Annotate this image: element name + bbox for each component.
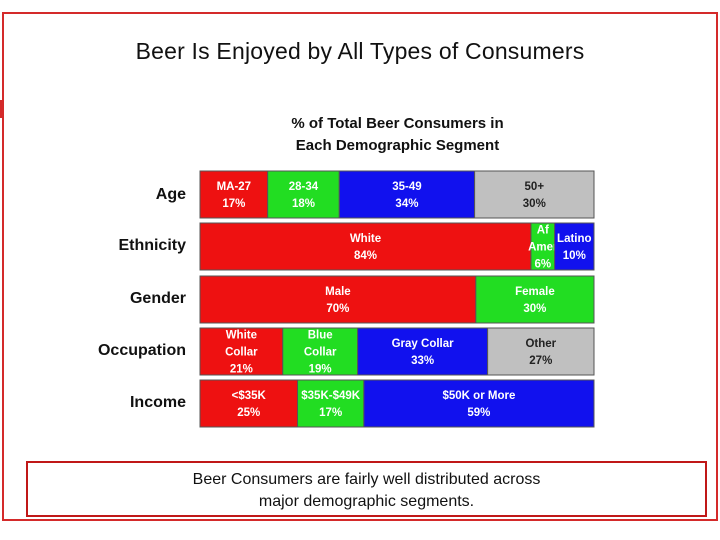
chart-title-line-2: Each Demographic Segment bbox=[295, 137, 500, 154]
row-label-gender: Gender bbox=[129, 290, 186, 307]
bar-segment-ethnicity-2 bbox=[554, 222, 595, 271]
bar-segment-income-1 bbox=[297, 379, 365, 428]
bar-segment-occupation-1 bbox=[282, 327, 359, 376]
bar-label-gender-0-1: 70% bbox=[326, 303, 349, 315]
row-label-occupation: Occupation bbox=[97, 342, 186, 359]
bar-label-ethnicity-1-2: 6% bbox=[534, 259, 551, 271]
bar-label-gender-1-0: Female bbox=[515, 286, 555, 298]
bar-label-occupation-1-0: Blue bbox=[308, 330, 333, 342]
bar-label-income-1-0: $35K-$49K bbox=[301, 390, 361, 402]
bar-label-occupation-0-2: 21% bbox=[230, 364, 253, 376]
bar-label-occupation-3-1: 27% bbox=[529, 355, 552, 367]
bar-segment-income-0 bbox=[199, 379, 299, 428]
summary-line-1: Beer Consumers are fairly well distribut… bbox=[192, 471, 541, 488]
bar-label-occupation-1-1: Collar bbox=[304, 347, 337, 359]
bar-segment-occupation-2 bbox=[357, 327, 489, 376]
bar-label-occupation-0-1: Collar bbox=[225, 347, 258, 359]
bar-segment-ethnicity-0 bbox=[199, 222, 532, 271]
bar-label-ethnicity-0-0: White bbox=[350, 233, 381, 245]
summary-line-2: major demographic segments. bbox=[258, 493, 475, 510]
bar-label-income-1-1: 17% bbox=[319, 407, 342, 419]
bar-label-income-2-1: 59% bbox=[467, 407, 490, 419]
bar-segment-gender-1 bbox=[475, 275, 595, 324]
bar-label-ethnicity-2-0: Latino bbox=[557, 233, 592, 245]
bar-label-occupation-2-1: 33% bbox=[411, 355, 434, 367]
bar-segment-age-1 bbox=[267, 170, 340, 219]
bar-label-income-0-1: 25% bbox=[237, 407, 260, 419]
bar-label-income-0-0: <$35K bbox=[232, 390, 267, 402]
slide-title: Beer Is Enjoyed by All Types of Consumer… bbox=[135, 38, 585, 64]
bar-label-ethnicity-2-1: 10% bbox=[563, 250, 586, 262]
bar-label-occupation-0-0: White bbox=[226, 330, 257, 342]
bar-segment-age-3 bbox=[474, 170, 595, 219]
bar-label-income-2-0: $50K or More bbox=[442, 390, 515, 402]
bar-label-occupation-1-2: 19% bbox=[309, 364, 332, 376]
bar-segment-age-2 bbox=[338, 170, 476, 219]
bar-label-occupation-3-0: Other bbox=[525, 338, 556, 350]
bar-label-ethnicity-1-0: Af bbox=[537, 225, 549, 237]
bar-label-age-2-0: 35-49 bbox=[392, 181, 421, 193]
bar-segment-occupation-3 bbox=[487, 327, 595, 376]
row-label-income: Income bbox=[129, 394, 186, 411]
bar-label-age-3-1: 30% bbox=[523, 198, 546, 210]
slide-frame bbox=[2, 12, 718, 521]
bar-label-age-1-0: 28-34 bbox=[289, 181, 319, 193]
summary-callout: Beer Consumers are fairly well distribut… bbox=[26, 461, 707, 517]
bar-segment-gender-0 bbox=[199, 275, 477, 324]
bar-label-age-1-1: 18% bbox=[292, 198, 315, 210]
bar-label-gender-1-1: 30% bbox=[523, 303, 546, 315]
bar-label-occupation-2-0: Gray Collar bbox=[392, 338, 455, 350]
chart-title: % of Total Beer Consumers in Each Demogr… bbox=[200, 113, 595, 157]
bar-segment-income-2 bbox=[363, 379, 595, 428]
chart-title-line-1: % of Total Beer Consumers in bbox=[291, 115, 504, 132]
bar-label-age-0-0: MA-27 bbox=[217, 181, 252, 193]
bar-segment-age-0 bbox=[199, 170, 269, 219]
row-label-age: Age bbox=[155, 186, 186, 203]
frame-accent-mark bbox=[0, 100, 3, 118]
bar-label-age-3-0: 50+ bbox=[525, 181, 545, 193]
bar-label-age-2-1: 34% bbox=[395, 198, 418, 210]
bar-label-ethnicity-1-1: Amer bbox=[528, 242, 558, 254]
row-label-ethnicity: Ethnicity bbox=[118, 237, 186, 254]
bar-label-gender-0-0: Male bbox=[325, 286, 351, 298]
bar-label-age-0-1: 17% bbox=[222, 198, 245, 210]
bar-label-ethnicity-0-1: 84% bbox=[354, 250, 377, 262]
